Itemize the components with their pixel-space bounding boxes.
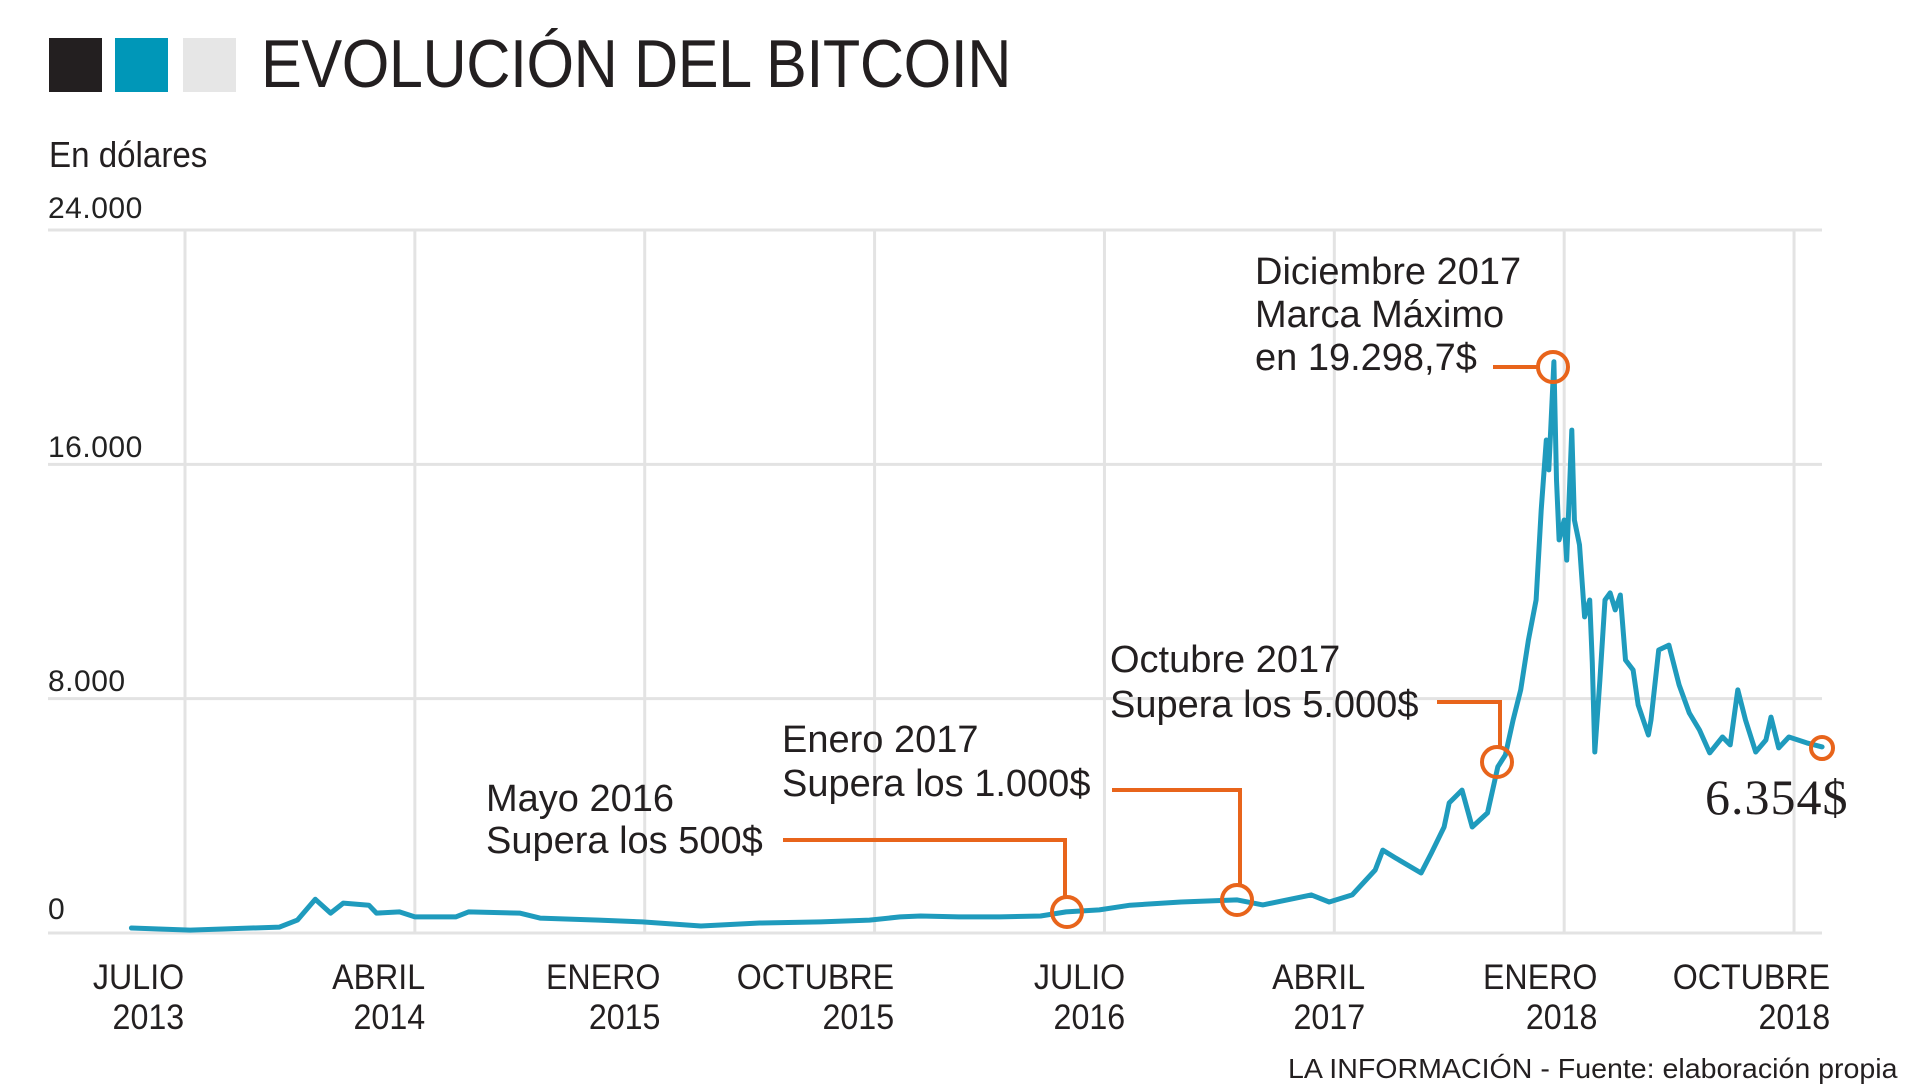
chart-title: EVOLUCIÓN DEL BITCOIN xyxy=(261,26,1012,102)
x-tick-jan-2015: ENERO 2015 xyxy=(545,958,660,1037)
annotation-jan-2017: Enero 2017 Supera los 1.000$ xyxy=(782,719,1091,805)
y-tick-8000: 8.000 xyxy=(48,665,126,698)
y-tick-0: 0 xyxy=(48,893,66,926)
x-tick-oct-2018: OCTUBRE 2018 xyxy=(1672,958,1830,1037)
source-credit: LA INFORMACIÓN - Fuente: elaboración pro… xyxy=(1288,1053,1898,1084)
x-tick-jul-2016: JULIO 2016 xyxy=(1033,958,1125,1037)
x-tick-apr-2014: ABRIL 2014 xyxy=(331,958,425,1037)
x-tick-jul-2013: JULIO 2013 xyxy=(92,958,184,1037)
x-tick-jan-2018: ENERO 2018 xyxy=(1482,958,1597,1037)
highlight-circle-icon xyxy=(1480,745,1514,779)
y-tick-24000: 24.000 xyxy=(48,192,143,225)
unit-label: En dólares xyxy=(49,134,208,175)
legend-square-dark xyxy=(49,38,102,92)
annotation-may-2016: Mayo 2016 Supera los 500$ xyxy=(486,778,763,862)
connector-line xyxy=(1437,700,1502,747)
x-tick-apr-2017: ABRIL 2017 xyxy=(1271,958,1365,1037)
gridlines xyxy=(48,228,1822,935)
highlight-circle-icon xyxy=(1536,350,1570,384)
connector-line xyxy=(1112,788,1242,885)
annotation-oct-2017: Octubre 2017 Supera los 5.000$ xyxy=(1110,639,1419,726)
y-tick-16000: 16.000 xyxy=(48,431,143,464)
legend-square-teal xyxy=(115,38,168,92)
current-price-label: 6.354$ xyxy=(1705,769,1849,825)
connector-line xyxy=(783,838,1067,897)
highlight-circle-icon xyxy=(1220,883,1254,917)
x-tick-oct-2015: OCTUBRE 2015 xyxy=(736,958,894,1037)
legend-square-light xyxy=(183,38,236,92)
bitcoin-price-line xyxy=(128,359,1825,933)
annotation-connectors xyxy=(783,350,1835,929)
highlight-circle-icon xyxy=(1050,895,1084,929)
annotation-dec-2017-max: Diciembre 2017 Marca Máximo en 19.298,7$ xyxy=(1255,251,1522,379)
highlight-circle-icon xyxy=(1809,735,1835,761)
